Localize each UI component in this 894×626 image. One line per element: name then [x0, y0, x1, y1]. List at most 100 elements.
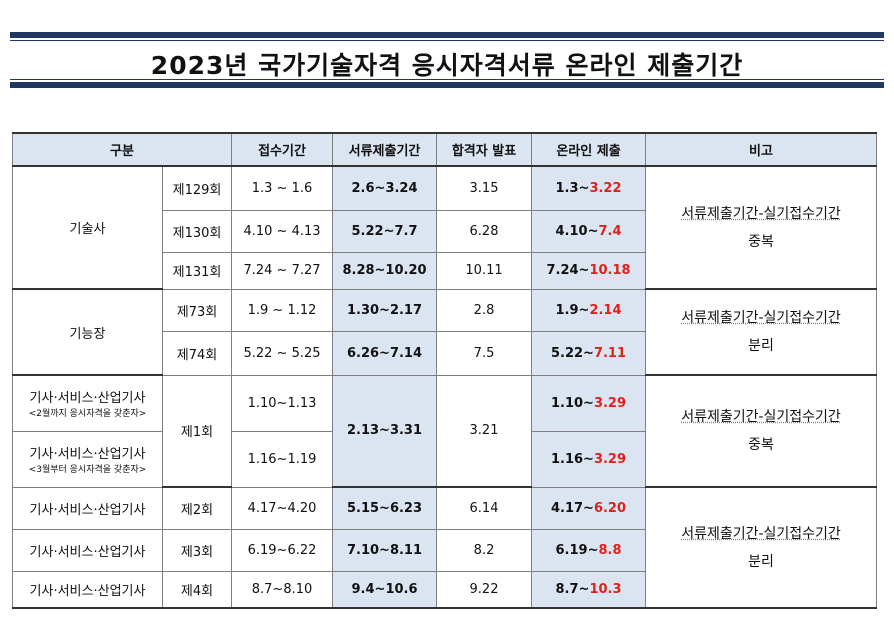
document-cell: 8.28~10.20	[332, 251, 438, 290]
category-name: 기사·서비스·산업기사	[29, 391, 146, 407]
document-cell: 6.26~7.14	[332, 330, 438, 376]
remark-line2: 분리	[748, 553, 774, 570]
round-cell: 제129회	[161, 165, 233, 211]
announce-cell: 3.21	[436, 374, 533, 488]
category-cell: 기사·서비스·산업기사 <3월부터 응시자격을 갖춘자>	[12, 430, 163, 488]
remark-line1: 서류제출기간-실기접수기간	[681, 310, 841, 326]
online-end: 3.29	[593, 451, 627, 467]
receipt-cell: 5.22 ~ 5.25	[231, 330, 334, 376]
remark-line2: 중복	[748, 233, 774, 250]
online-cell: 6.19~8.8	[531, 528, 647, 572]
document-cell: 7.10~8.11	[332, 528, 438, 572]
page-title: 2023년 국가기술자격 응시자격서류 온라인 제출기간	[150, 51, 744, 80]
table-row: 기사·서비스·산업기사 <3월부터 응시자격을 갖춘자> 1.16~1.19 1…	[12, 430, 877, 488]
announce-cell: 6.14	[436, 486, 533, 530]
table-row: 제131회 7.24 ~ 7.27 8.28~10.20 10.11 7.24~…	[13, 251, 877, 290]
table-row: 기사·서비스·산업기사 제4회 8.7~8.10 9.4~10.6 9.22 8…	[12, 570, 877, 609]
receipt-cell: 1.3 ~ 1.6	[231, 165, 334, 211]
document-cell: 5.22~7.7	[332, 209, 438, 253]
receipt-cell: 1.16~1.19	[231, 430, 334, 488]
online-start: 8.7~	[555, 581, 590, 597]
online-start: 4.17~	[550, 500, 594, 516]
receipt-cell: 1.10~1.13	[231, 374, 334, 432]
online-start: 1.3~	[555, 180, 590, 196]
receipt-cell: 7.24 ~ 7.27	[231, 251, 334, 290]
online-cell: 1.10~3.29	[531, 374, 647, 432]
online-end: 10.3	[589, 581, 622, 597]
online-end: 3.22	[589, 180, 622, 196]
round-cell: 제3회	[161, 528, 233, 572]
header-announce: 합격자 발표	[436, 132, 533, 167]
group-name: 기능장	[12, 288, 163, 376]
online-end: 7.11	[593, 345, 627, 361]
document-cell: 9.4~10.6	[332, 570, 438, 609]
document-cell: 1.30~2.17	[332, 288, 438, 332]
remark-cell: 서류제출기간-실기접수기간 분리	[645, 486, 878, 609]
header-category: 구분	[11, 132, 233, 167]
remark-cell: 서류제출기간-실기접수기간 중복	[645, 374, 878, 488]
round-cell: 제1회	[161, 374, 233, 488]
round-cell: 제73회	[161, 288, 233, 332]
receipt-cell: 8.7~8.10	[231, 570, 334, 609]
document-cell: 2.13~3.31	[332, 374, 438, 488]
online-end: 6.20	[593, 500, 627, 516]
category-name: 기사·서비스·산업기사	[12, 570, 163, 609]
online-end: 2.14	[589, 302, 622, 318]
online-end: 10.18	[589, 263, 631, 278]
announce-cell: 3.15	[436, 165, 533, 211]
round-cell: 제4회	[161, 570, 233, 609]
table-row: 기사·서비스·산업기사 <2월까지 응시자격을 갖춘자> 제1회 1.10~1.…	[12, 374, 878, 488]
online-cell: 1.3~3.22	[531, 165, 647, 211]
schedule-table: 구분 접수기간 서류제출기간 합격자 발표 온라인 제출 비고 기술사 제129…	[11, 132, 878, 609]
online-start: 1.10~	[550, 395, 594, 411]
receipt-cell: 1.9 ~ 1.12	[231, 288, 334, 332]
online-cell: 7.24~10.18	[531, 251, 647, 290]
header-document: 서류제출기간	[332, 132, 438, 167]
remark-line1: 서류제출기간-실기접수기간	[681, 205, 841, 222]
round-cell: 제74회	[161, 330, 233, 376]
remark-line1: 서류제출기간-실기접수기간	[681, 525, 841, 542]
online-cell: 4.17~6.20	[531, 486, 647, 530]
category-note: <2월까지 응시자격을 갖춘자>	[28, 409, 147, 420]
document-cell: 2.6~3.24	[332, 165, 438, 211]
announce-cell: 8.2	[436, 528, 533, 572]
online-cell: 8.7~10.3	[531, 570, 647, 609]
header-receipt: 접수기간	[231, 132, 334, 167]
remark-line1: 서류제출기간-실기접수기간	[681, 409, 841, 425]
online-start: 1.16~	[550, 451, 594, 467]
title-banner: 2023년 국가기술자격 응시자격서류 온라인 제출기간	[10, 32, 884, 88]
round-cell: 제2회	[161, 486, 233, 530]
announce-cell: 7.5	[436, 330, 533, 376]
category-name: 기사·서비스·산업기사	[12, 528, 163, 572]
header-row: 구분 접수기간 서류제출기간 합격자 발표 온라인 제출 비고	[11, 132, 878, 167]
online-end: 7.4	[598, 223, 622, 239]
header-online: 온라인 제출	[531, 132, 647, 167]
table-row: 기사·서비스·산업기사 제2회 4.17~4.20 5.15~6.23 6.14…	[12, 486, 878, 609]
table-row: 기능장 제73회 1.9 ~ 1.12 1.30~2.17 2.8 1.9~2.…	[12, 288, 878, 376]
remark-line2: 중복	[748, 437, 774, 453]
online-end: 3.29	[593, 395, 627, 411]
table-row: 기술사 제129회 1.3 ~ 1.6 2.6~3.24 3.15 1.3~3.…	[12, 165, 878, 290]
receipt-cell: 4.17~4.20	[231, 486, 334, 530]
online-start: 6.19~	[555, 542, 599, 558]
announce-cell: 6.28	[436, 209, 533, 253]
online-end: 8.8	[598, 542, 622, 558]
online-start: 1.9~	[555, 302, 590, 318]
category-name: 기사·서비스·산업기사	[29, 447, 146, 462]
document-cell: 5.15~6.23	[332, 486, 438, 530]
table-row: 제130회 4.10 ~ 4.13 5.22~7.7 6.28 4.10~7.4	[13, 209, 877, 253]
online-start: 5.22~	[550, 345, 594, 361]
online-cell: 5.22~7.11	[531, 330, 647, 376]
receipt-cell: 4.10 ~ 4.13	[231, 209, 334, 253]
category-note: <3월부터 응시자격을 갖춘자>	[28, 465, 147, 475]
receipt-cell: 6.19~6.22	[231, 528, 334, 572]
round-cell: 제131회	[161, 251, 233, 290]
table-row: 기사·서비스·산업기사 제3회 6.19~6.22 7.10~8.11 8.2 …	[12, 528, 877, 572]
online-start: 7.24~	[546, 263, 590, 278]
announce-cell: 9.22	[436, 570, 533, 609]
group-name: 기술사	[12, 165, 163, 290]
online-cell: 1.9~2.14	[531, 288, 647, 332]
round-cell: 제130회	[161, 209, 233, 253]
remark-cell: 서류제출기간-실기접수기간 중복	[645, 165, 878, 290]
online-cell: 4.10~7.4	[531, 209, 647, 253]
